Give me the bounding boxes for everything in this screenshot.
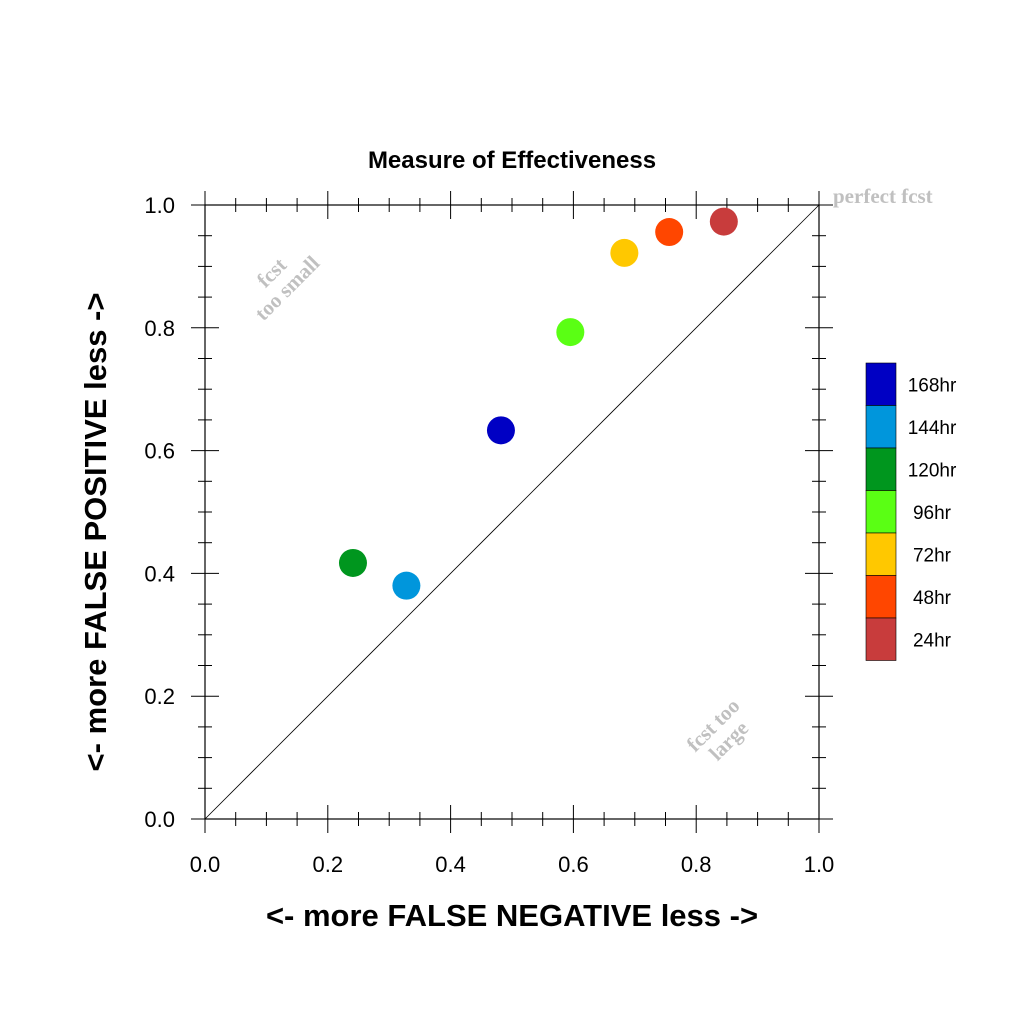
plot-frame — [204, 204, 820, 820]
legend-label-48hr: 48hr — [913, 588, 952, 609]
legend-swatch-48hr — [865, 575, 897, 619]
perfect-forecast-annotation: perfect fcst — [833, 184, 933, 208]
reference-diagonal-line — [204, 204, 820, 820]
point-96hr — [556, 318, 585, 347]
too-small-annotation: fcst too small — [250, 251, 324, 325]
y-tick-label: 0.2 — [144, 684, 175, 709]
legend-swatch-120hr — [865, 447, 897, 491]
legend-swatch-96hr — [865, 490, 897, 534]
legend-label-144hr: 144hr — [908, 418, 957, 439]
x-tick-label: 0.0 — [190, 852, 221, 877]
too-small-annotation-line2: too small — [250, 251, 324, 325]
x-tick-label: 0.6 — [558, 852, 589, 877]
legend-swatch-144hr — [865, 405, 897, 449]
legend-label-168hr: 168hr — [908, 375, 957, 396]
x-tick-label: 1.0 — [804, 852, 835, 877]
y-tick-label: 0.8 — [144, 316, 175, 341]
y-tick-label: 1.0 — [144, 193, 175, 218]
legend-swatch-24hr — [865, 617, 897, 661]
legend-swatch-168hr — [865, 362, 897, 406]
point-144hr — [392, 571, 421, 600]
legend-label-96hr: 96hr — [913, 503, 952, 524]
data-points — [338, 207, 738, 600]
point-168hr — [486, 416, 515, 445]
x-tick-labels: 0.0 0.2 0.4 0.6 0.8 1.0 — [190, 852, 835, 877]
point-24hr — [709, 207, 738, 236]
chart-title: Measure of Effectiveness — [368, 147, 656, 174]
y-axis-label: <- more FALSE POSITIVE less -> — [78, 293, 113, 772]
y-tick-label: 0.0 — [144, 807, 175, 832]
legend-label-24hr: 24hr — [913, 630, 952, 651]
x-tick-label: 0.8 — [681, 852, 712, 877]
x-tick-label: 0.4 — [435, 852, 466, 877]
legend-label-72hr: 72hr — [913, 545, 952, 566]
point-120hr — [338, 548, 367, 577]
point-72hr — [610, 238, 639, 267]
legend-swatch-72hr — [865, 532, 897, 576]
legend: 168hr 144hr 120hr 96hr 72hr 48hr 24hr — [865, 362, 957, 661]
y-tick-labels: 0.0 0.2 0.4 0.6 0.8 1.0 — [144, 193, 175, 832]
point-48hr — [655, 218, 684, 247]
y-tick-label: 0.6 — [144, 439, 175, 464]
x-tick-label: 0.2 — [313, 852, 344, 877]
x-axis-label: <- more FALSE NEGATIVE less -> — [266, 898, 758, 933]
y-tick-label: 0.4 — [144, 561, 175, 586]
legend-label-120hr: 120hr — [908, 460, 957, 481]
too-large-annotation: fcst too large — [682, 694, 753, 765]
